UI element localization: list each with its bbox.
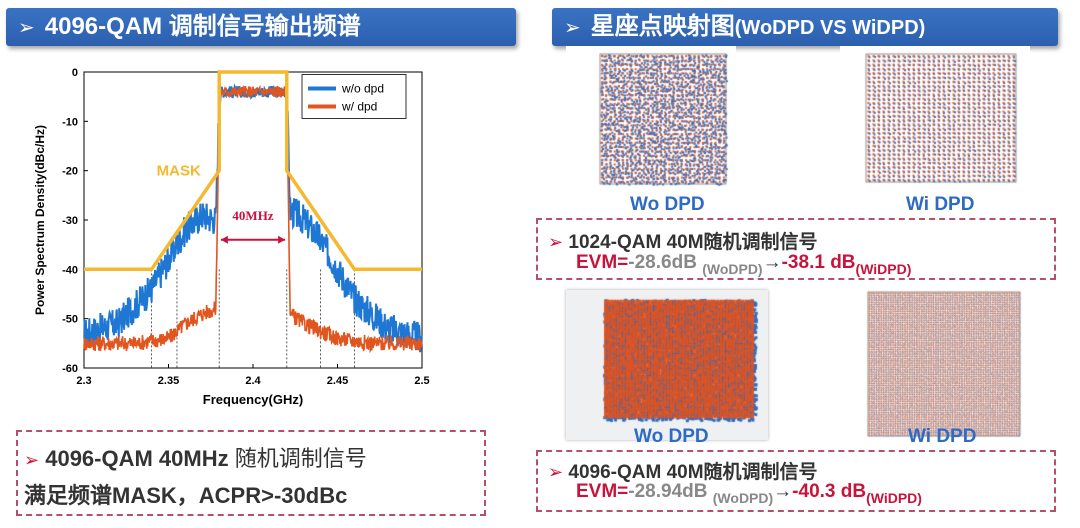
evm-label: EVM= (576, 252, 629, 273)
note-1024-title: ➢ 1024-QAM 40M随机调制信号 (548, 227, 818, 254)
caption-wi-dpd-top: Wi DPD (906, 194, 975, 215)
left-note-line2: 满足频谱MASK，ACPR>-30dBc (24, 483, 348, 508)
constellation-wi-dpd-1024 (840, 46, 1030, 196)
evm-wi-tag: (WiDPD) (866, 490, 922, 506)
note-4096-title: ➢ 4096-QAM 40M随机调制信号 (548, 457, 818, 484)
evm-wi-value: -40.3 dB (792, 481, 867, 502)
y-tick-label: -40 (62, 264, 78, 276)
y-tick-label: -10 (62, 116, 78, 128)
bandwidth-arrow-right-head (278, 235, 286, 244)
bandwidth-arrow-left-head (220, 235, 228, 244)
evm-wi-tag: (WiDPD) (855, 261, 912, 277)
left-header-title: 4096-QAM 调制信号输出频谱 (44, 13, 361, 40)
x-axis-label: Frequency(GHz) (203, 392, 303, 407)
note-1024-title-text: 1024-QAM 40M随机调制信号 (568, 232, 818, 253)
legend-box (301, 74, 407, 119)
evm-wo-value: -28.94dB (628, 481, 708, 502)
constellation-wi-dpd-4096-panel (858, 286, 1030, 442)
bullet-arrow-icon: ➢ (24, 450, 40, 470)
constellation-wi-dpd-1024-panel (840, 46, 1030, 196)
note-1024-box (536, 218, 1056, 280)
x-tick-label: 2.5 (414, 375, 429, 387)
note-4096-evm: EVM=-28.94dB (WoDPD)→-40.3 dB(WiDPD) (576, 481, 922, 506)
spectrum-chart: 2.3 2.35 2.4 2.45 2.5 0 -10 -20 -30 -40 -50 -60 Freq… (33, 67, 430, 407)
y-tick-label: 0 (72, 67, 78, 79)
evm-wi-value: -38.1 dB (781, 252, 856, 273)
x-tick-label: 2.4 (245, 375, 261, 387)
left-header: ➢ 4096-QAM 调制信号输出频谱 (6, 8, 516, 46)
x-tick-label: 2.45 (327, 375, 348, 387)
bullet-arrow-icon: ➢ (548, 232, 564, 252)
note-4096-title-text: 4096-QAM 40M随机调制信号 (568, 462, 818, 483)
evm-wo-value: -28.6dB (628, 252, 697, 273)
evm-label: EVM= (576, 481, 629, 502)
evm-arrow: → (773, 481, 793, 502)
y-tick-label: -60 (62, 363, 78, 375)
left-note-line1-bold: 4096-QAM 40MHz (45, 446, 229, 471)
evm-arrow: → (762, 252, 782, 273)
right-header-title-en: (WoDPD VS WiDPD) (734, 17, 926, 39)
caption-wi-dpd-bottom: Wi DPD (908, 426, 977, 447)
constellation-wo-dpd-1024-panel (566, 46, 736, 196)
note-1024-evm: EVM=-28.6dB (WoDPD)→-38.1 dB(WiDPD) (576, 252, 911, 277)
y-tick-label: -30 (62, 215, 78, 227)
evm-wo-tag: (WoDPD) (712, 490, 774, 506)
series-line-wo-dpd (83, 83, 423, 353)
y-tick-label: -50 (62, 314, 78, 326)
constellation-wi-dpd-4096 (858, 286, 1030, 442)
y-axis-label: Power Spectrum Density(dBc/Hz) (33, 125, 47, 315)
evm-wo-tag: (WoDPD) (702, 261, 763, 277)
constellation-wo-dpd-4096-panel (566, 290, 768, 440)
arrow-icon: ➢ (564, 17, 581, 39)
constellation-wo-dpd-1024 (566, 46, 736, 196)
left-note-line1-rest: 随机调制信号 (228, 446, 367, 471)
left-note-line1: ➢ 4096-QAM 40MHz 随机调制信号 (24, 441, 367, 473)
right-header-title-cn: 星座点映射图 (590, 13, 735, 40)
caption-wo-dpd-top: Wo DPD (630, 194, 705, 215)
legend-label: w/ dpd (341, 99, 377, 113)
right-header: ➢ 星座点映射图(WoDPD VS WiDPD) (552, 8, 1058, 46)
caption-wo-dpd-bottom: Wo DPD (634, 426, 709, 447)
mask-label: MASK (157, 163, 201, 180)
left-note-box (16, 430, 486, 516)
x-tick-label: 2.3 (76, 375, 91, 387)
constellation-wo-dpd-4096 (566, 290, 768, 440)
note-4096-box (536, 450, 1056, 512)
y-tick-label: -20 (62, 166, 78, 178)
mask-line (84, 70, 422, 272)
arrow-icon: ➢ (18, 17, 35, 39)
legend-label: w/o dpd (341, 81, 384, 95)
x-tick-label: 2.35 (158, 375, 179, 387)
bandwidth-label: 40MHz (232, 208, 273, 223)
bullet-arrow-icon: ➢ (548, 462, 564, 482)
series-line-w-dpd (83, 84, 423, 354)
